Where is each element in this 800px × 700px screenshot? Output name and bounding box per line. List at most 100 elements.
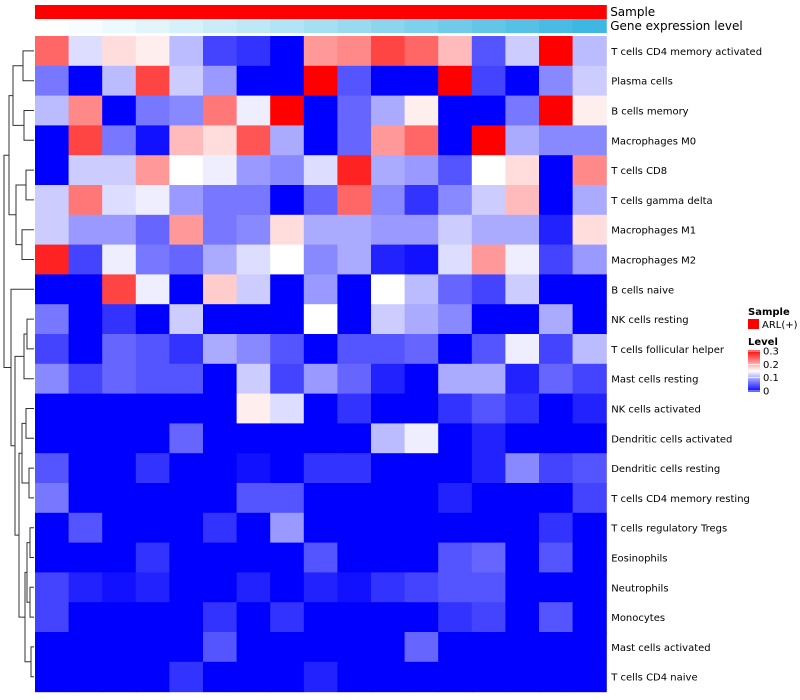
legend-sample-swatch	[748, 319, 759, 329]
heatmap-cell	[471, 274, 506, 305]
dendrogram-branch	[23, 333, 34, 380]
row-labels: T cells CD4 memory activated Plasma cells…	[610, 47, 762, 684]
heatmap-cell	[337, 632, 372, 663]
heatmap-cell	[371, 334, 406, 365]
heatmap-cell	[135, 244, 170, 275]
heatmap-cell	[505, 214, 540, 246]
heatmap-cell	[68, 512, 103, 544]
heatmap-cell	[572, 602, 607, 633]
heatmap-cell	[539, 274, 574, 305]
heatmap-cell	[102, 542, 137, 573]
annotation-cell	[572, 19, 607, 33]
heatmap-cell	[371, 244, 406, 275]
dendrogram-branch	[28, 467, 34, 499]
heatmap-cell	[203, 334, 238, 365]
annotation-cell	[539, 19, 574, 33]
heatmap-cell	[303, 661, 338, 693]
annotation-cell	[135, 19, 170, 33]
heatmap-cell	[203, 572, 238, 603]
heatmap-cell	[572, 274, 607, 305]
heatmap-cell	[203, 453, 238, 484]
heatmap-cell	[371, 602, 406, 633]
heatmap-cell	[135, 542, 170, 573]
dendrogram-branch	[25, 169, 34, 201]
heatmap-cell	[68, 95, 103, 126]
heatmap-cell	[236, 423, 271, 454]
heatmap-cell	[303, 453, 338, 484]
heatmap-cell	[135, 95, 170, 126]
heatmap-cell	[371, 632, 406, 663]
heatmap-cell	[471, 155, 506, 186]
heatmap-cell	[35, 155, 70, 186]
heatmap-cell	[471, 185, 506, 216]
heatmap-cell	[303, 363, 338, 395]
heatmap-cell	[303, 512, 338, 544]
heatmap-cell	[438, 542, 473, 573]
heatmap-cell	[135, 512, 170, 544]
heatmap-cell	[102, 393, 137, 424]
heatmap-cell	[68, 453, 103, 484]
heatmap-cell	[438, 334, 473, 365]
heatmap-cell	[203, 155, 238, 186]
heatmap-cell	[337, 423, 372, 454]
heatmap-cell	[35, 453, 70, 484]
heatmap-cell	[236, 304, 271, 335]
heatmap-cell	[337, 125, 372, 156]
heatmap-cell	[68, 36, 103, 67]
heatmap-cell	[404, 36, 439, 67]
heatmap-cell	[68, 274, 103, 305]
row-label: Macrophages M0	[611, 136, 696, 147]
heatmap-cell	[572, 453, 607, 484]
heatmap-cells	[35, 36, 607, 693]
heatmap-cell	[169, 185, 204, 216]
dendrogram-branch	[22, 50, 34, 82]
heatmap-cell	[438, 274, 473, 305]
heatmap-cell	[236, 274, 271, 305]
heatmap-cell	[505, 512, 540, 544]
heatmap-cell	[102, 125, 137, 156]
heatmap-cell	[438, 304, 473, 335]
heatmap-cell	[270, 274, 305, 305]
heatmap-cell	[102, 244, 137, 275]
annotation-cell	[337, 5, 372, 19]
heatmap-cell	[270, 572, 305, 603]
dendrogram-branch	[15, 184, 26, 246]
heatmap-cell	[236, 185, 271, 216]
heatmap-cell	[404, 244, 439, 275]
row-label: Neutrophils	[611, 583, 668, 594]
row-label: Mast cells resting	[611, 375, 698, 386]
heatmap-cell	[102, 661, 137, 693]
heatmap-cell	[68, 185, 103, 216]
heatmap-cell	[371, 453, 406, 484]
row-label: T cells gamma delta	[610, 196, 712, 207]
heatmap-cell	[35, 95, 70, 126]
heatmap-cell	[270, 214, 305, 246]
heatmap-cell	[169, 393, 204, 424]
heatmap-cell	[337, 244, 372, 275]
heatmap-cell	[303, 572, 338, 603]
heatmap-cell	[102, 363, 137, 395]
row-label: T cells CD8	[610, 166, 667, 177]
heatmap-cell	[337, 602, 372, 633]
heatmap-cell	[337, 36, 372, 67]
heatmap-cell	[68, 65, 103, 97]
heatmap-cell	[438, 95, 473, 126]
heatmap-cell	[471, 602, 506, 633]
row-label: Macrophages M2	[611, 256, 696, 267]
heatmap-cell	[572, 334, 607, 365]
heatmap-cell	[539, 334, 574, 365]
heatmap-cell	[270, 185, 305, 216]
heatmap-cell	[35, 304, 70, 335]
legend-tick-label: 0.3	[763, 347, 779, 358]
heatmap-cell	[35, 36, 70, 67]
legend-level-title: Level	[748, 337, 778, 348]
legend: Sample ARL(+) Level 0.3 0.2 0.1 0	[748, 307, 798, 398]
heatmap-cell	[135, 185, 170, 216]
annotation-cell	[303, 5, 338, 19]
row-label: Dendritic cells resting	[611, 464, 720, 475]
heatmap-cell	[337, 214, 372, 246]
heatmap-cell	[539, 661, 574, 693]
heatmap-cell	[203, 483, 238, 514]
heatmap-cell	[438, 453, 473, 484]
heatmap-cell	[471, 483, 506, 514]
